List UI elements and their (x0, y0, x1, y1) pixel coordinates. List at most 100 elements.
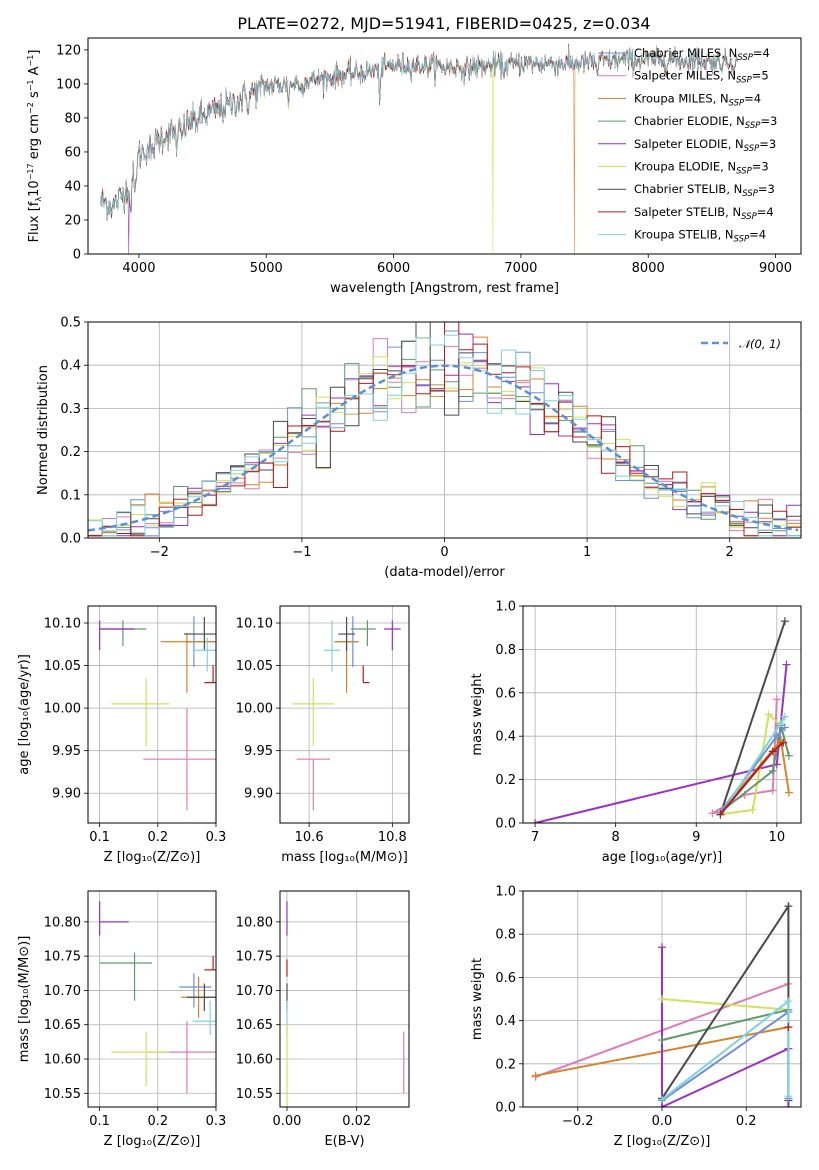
x-tick-label: 0.1 (89, 830, 110, 845)
y-axis-label: age [log₁₀(age/yr)] (17, 654, 32, 775)
y-tick-label: 0.0 (495, 817, 516, 832)
x-tick-label: 9 (692, 830, 700, 845)
series-line (661, 998, 789, 1011)
y-tick-label: 10.80 (44, 915, 81, 930)
axes-frame (279, 890, 410, 1108)
y-tick-label: 10.65 (236, 1018, 273, 1033)
legend-spectrum: Chabrier MILES, NSSP=4 Salpeter MILES, NS… (598, 46, 777, 245)
x-tick-label: 10.6 (295, 830, 324, 845)
series-line (661, 1008, 789, 1041)
y-tick-label: 40 (64, 179, 81, 194)
x-axis-label: age [log₁₀(age/yr)] (602, 850, 723, 865)
errorbar-point-salpeter-stelib (204, 956, 216, 971)
series-line (720, 712, 782, 816)
x-axis-label: mass [log₁₀(M/M⊙)] (281, 850, 408, 865)
axes-frame (87, 37, 802, 255)
figure-title: PLATE=0272, MJD=51941, FIBERID=0425, z=0… (237, 14, 650, 33)
x-tick-label: 0 (440, 545, 448, 560)
plot-area-residuals (88, 322, 801, 537)
errorbar-point-chabrier-stelib (338, 617, 355, 652)
y-tick-label: 9.90 (244, 787, 273, 802)
y-tick-label: 0.0 (60, 532, 81, 547)
errorbar-point-salpeter-miles (143, 708, 216, 811)
axes-age_vs_mass: 10.6 10.8 9.90 9.95 10.00 10.05 10.10 mass [log… (236, 605, 410, 865)
axes-spectrum: 4000 5000 6000 7000 8000 9000 0 20 40 60 80 100 120 w… (26, 37, 802, 296)
legend-normal: 𝒩(0, 1) (701, 337, 781, 351)
axes-massweight_vs_age: 7 8 9 10 0.0 0.2 0.4 0.6 0.8 1.0 age [log₁₀(age/yr… (470, 600, 802, 865)
x-tick-label: 6000 (377, 261, 410, 276)
y-tick-label: 10.70 (236, 984, 273, 999)
errorbar-point-chabrier-elodie (99, 952, 152, 1001)
x-tick-label: −1 (292, 545, 311, 560)
y-tick-label: 0.4 (495, 730, 516, 745)
plot-area-age_vs_Z (99, 616, 216, 811)
legend-label: Kroupa ELODIE, NSSP=3 (634, 160, 769, 177)
series-chabrier-stelib (716, 617, 789, 819)
axes-mass_vs_ebv: 0.00 0.02 10.55 10.60 10.65 10.70 10.75 10.80 E(… (236, 890, 410, 1149)
errorbar-point-chabrier-stelib (186, 983, 216, 1011)
y-tick-label: 0.8 (495, 928, 516, 943)
y-tick-label: 60 (64, 145, 81, 160)
y-tick-label: 9.95 (244, 744, 273, 759)
y-axis-label: mass weight (470, 673, 485, 755)
series-kroupa-stelib (716, 712, 789, 820)
x-tick-label: 0.2 (147, 1114, 168, 1129)
errorbar-point-chabrier-stelib (184, 617, 216, 652)
errorbar-point-kroupa-stelib (323, 620, 341, 672)
axes-residuals: −2 −1 0 1 2 0.0 0.1 0.2 0.3 0.4 0.5 (data-model)/er… (36, 316, 802, 580)
y-axis-label: mass weight (470, 958, 485, 1040)
x-axis-label: (data-model)/error (384, 565, 505, 580)
x-axis-label: Z [log₁₀(Z/Z⊙)] (104, 1134, 201, 1149)
x-tick-label: 0.02 (342, 1114, 371, 1129)
x-tick-label: 9000 (759, 261, 792, 276)
plot-area-mass_vs_ebv (286, 901, 405, 1107)
plot-area-massweight_vs_Z (531, 902, 793, 1107)
y-tick-label: 10.75 (236, 950, 273, 965)
axes-frame (279, 605, 410, 824)
errorbar-point-kroupa-stelib (192, 1000, 216, 1035)
axes-frame (522, 605, 802, 824)
x-tick-label: 2 (726, 545, 734, 560)
y-tick-label: 0.4 (60, 359, 81, 374)
axes-mass_vs_Z: 0.1 0.2 0.3 10.55 10.60 10.65 10.70 10.75 10.80 Z… (17, 890, 226, 1149)
normal-curve (88, 364, 799, 532)
y-tick-label: 10.65 (44, 1018, 81, 1033)
x-tick-label: 8000 (632, 261, 665, 276)
x-axis-label: wavelength [Angstrom, rest frame] (330, 281, 559, 296)
y-tick-label: 0.5 (60, 316, 81, 331)
series-line (661, 902, 790, 1101)
series-kroupa-elodie (658, 995, 793, 1014)
y-tick-label: 10.05 (44, 659, 81, 674)
errorbar-point-salpeter-elodie (99, 620, 135, 651)
y-tick-label: 10.60 (44, 1053, 81, 1068)
axes-age_vs_Z: 0.1 0.2 0.3 9.90 9.95 10.00 10.05 10.10 Z [log₁₀… (17, 605, 226, 865)
x-tick-label: 7000 (504, 261, 537, 276)
y-tick-label: 10.10 (236, 617, 273, 632)
x-tick-label: 0.2 (147, 830, 168, 845)
y-tick-label: 9.95 (52, 744, 81, 759)
y-tick-label: 0.6 (495, 686, 516, 701)
y-tick-label: 10.00 (236, 702, 273, 717)
y-tick-label: 10.55 (236, 1087, 273, 1102)
histogram-kroupa-stelib (88, 334, 801, 537)
errorbar-point-chabrier-elodie (99, 620, 147, 646)
errorbar-point-kroupa-elodie (292, 678, 335, 747)
y-tick-label: 1.0 (495, 600, 516, 615)
y-axis-label: mass [log₁₀(M/M⊙)] (17, 936, 32, 1063)
axes-massweight_vs_Z: −0.2 0.0 0.2 0.0 0.2 0.4 0.6 0.8 1.0 Z [log₁₀(Z/Z… (470, 885, 802, 1149)
y-tick-label: 0.0 (495, 1101, 516, 1116)
series-line (661, 947, 790, 1107)
errorbar-point-salpeter-elodie (384, 620, 401, 651)
y-tick-label: 0.4 (495, 1014, 516, 1029)
plot-area-age_vs_mass (292, 616, 401, 811)
y-tick-label: 9.90 (52, 787, 81, 802)
spectrum-line-kroupa-stelib (100, 45, 738, 218)
errorbar-point-chabrier-miles (179, 973, 212, 1008)
plot-area-massweight_vs_age (531, 617, 793, 823)
y-tick-label: 0.2 (495, 773, 516, 788)
errorbar-point-salpeter-elodie (99, 901, 129, 936)
errorbar-point-chabrier-elodie (350, 620, 376, 646)
y-tick-label: 100 (56, 77, 81, 92)
